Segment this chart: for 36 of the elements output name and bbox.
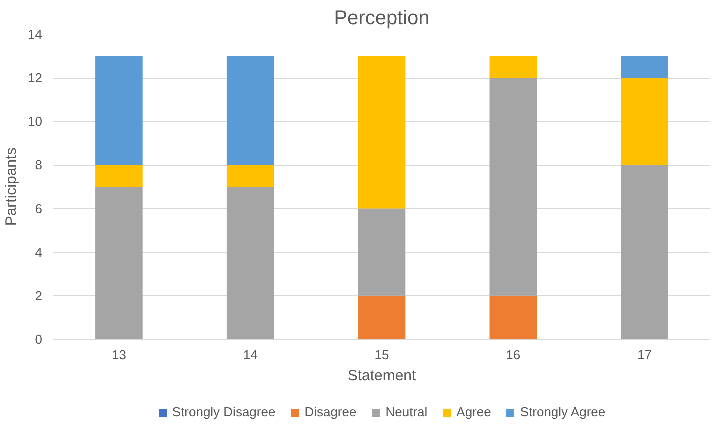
y-tick-label: 10: [28, 114, 43, 130]
bar: [226, 56, 274, 166]
bar: [358, 208, 406, 296]
x-axis-title: Statement: [348, 368, 418, 384]
legend-label: Agree: [456, 404, 492, 420]
x-tick-label: 13: [112, 348, 126, 362]
y-tick-label: 6: [35, 201, 43, 216]
y-tick-label: 0: [35, 332, 43, 347]
legend-label: Neutral: [386, 404, 428, 420]
bar: [96, 165, 143, 187]
bar: [490, 296, 538, 340]
y-tick-label: 14: [28, 27, 43, 42]
legend-label: Strongly Disagree: [172, 404, 276, 420]
legend-label: Disagree: [304, 404, 357, 420]
x-tick-label: 16: [506, 348, 521, 362]
bar: [621, 56, 668, 78]
x-tick-label: 14: [243, 348, 258, 362]
y-axis-title: Participants: [3, 148, 20, 226]
bar: [358, 296, 406, 340]
bar: [621, 78, 668, 166]
bar: [96, 56, 143, 166]
y-tick-label: 8: [35, 158, 43, 173]
chart-title: Perception: [334, 8, 430, 30]
bar: [226, 187, 274, 340]
bar: [96, 187, 143, 340]
legend-label: Strongly Agree: [520, 404, 606, 420]
bar: [621, 165, 668, 340]
y-tick-label: 12: [28, 70, 43, 86]
bar: [226, 165, 274, 187]
bar: [358, 56, 406, 209]
bar: [490, 78, 538, 296]
x-tick-label: 15: [374, 348, 390, 362]
bar: [490, 56, 538, 78]
x-tick-label: 17: [638, 348, 652, 362]
y-tick-label: 2: [35, 288, 43, 304]
y-tick-label: 4: [35, 244, 43, 260]
